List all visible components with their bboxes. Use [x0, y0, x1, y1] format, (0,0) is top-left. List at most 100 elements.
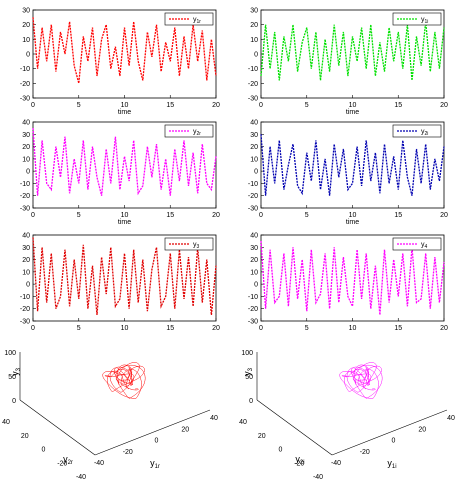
- floor-axis-left: [256, 399, 333, 456]
- x-floor-tick-label: 20: [181, 426, 189, 433]
- y-tick-label: 30: [22, 8, 30, 15]
- y-tick-label: -20: [248, 193, 258, 200]
- x-tick-label: 15: [166, 102, 174, 109]
- y-floor-tick-label: -40: [313, 474, 323, 481]
- y-floor-tick-label: 0: [42, 447, 46, 454]
- y-floor-tick-label: -40: [76, 474, 86, 481]
- y-tick-label: -20: [20, 193, 30, 200]
- x-axis-label: time: [118, 219, 131, 226]
- y-tick-label: -10: [20, 181, 30, 188]
- y-tick-label: -30: [20, 96, 30, 103]
- x-tick-label: 15: [166, 212, 174, 219]
- phase-left-axes: 100 50 0 40 20 0 -20 -40 -40 -20 0 20 40: [2, 350, 218, 481]
- legend: y4: [392, 237, 442, 251]
- y-floor-tick-label: -20: [294, 460, 304, 467]
- y-tick-label: 30: [250, 245, 258, 252]
- x-tick-label: 20: [440, 102, 448, 109]
- z-tick-label: 100: [241, 350, 253, 357]
- x-tick-label: 0: [31, 212, 35, 219]
- phase-left-ylabel: y2r: [63, 454, 73, 466]
- y-tick-label: 40: [250, 233, 258, 240]
- x-tick-label: 5: [305, 102, 309, 109]
- y-tick-label: 40: [22, 120, 30, 127]
- y-tick-label: 30: [250, 132, 258, 139]
- series-line-y3: [32, 237, 217, 315]
- y-tick-label: 0: [26, 282, 30, 289]
- x-tick-label: 15: [394, 325, 402, 332]
- series-line-y2i: [260, 134, 445, 196]
- x-tick-label: 20: [212, 212, 220, 219]
- y-tick-label: -10: [248, 181, 258, 188]
- x-tick-label: 0: [31, 102, 35, 109]
- z-tick-label: 50: [8, 374, 16, 381]
- y-tick-label: -20: [248, 306, 258, 313]
- y-tick-label: 10: [22, 37, 30, 44]
- y-tick-label: -20: [248, 81, 258, 88]
- x-floor-tick-label: 20: [418, 426, 426, 433]
- x-floor-tick-label: 40: [447, 415, 455, 422]
- y-tick-label: -10: [248, 66, 258, 73]
- floor-axis-right: [331, 409, 448, 456]
- x-tick-label: 10: [121, 325, 129, 332]
- z-tick-label: 100: [4, 350, 16, 357]
- attractor-curve: [339, 362, 383, 399]
- x-tick-label: 0: [259, 325, 263, 332]
- y-tick-label: 0: [26, 52, 30, 59]
- floor-axis-left: [19, 399, 96, 456]
- floor-axis-right: [94, 409, 211, 456]
- y-tick-label: -30: [248, 319, 258, 326]
- x-tick-label: 20: [212, 102, 220, 109]
- x-tick-label: 15: [394, 102, 402, 109]
- legend-label: y1i: [421, 17, 428, 26]
- series-line-y4: [260, 241, 445, 315]
- legend-label: y4: [421, 242, 428, 251]
- x-floor-tick-label: 0: [155, 438, 159, 445]
- x-tick-label: 15: [394, 212, 402, 219]
- x-tick-label: 20: [440, 212, 448, 219]
- legend-label: y2r: [193, 129, 201, 138]
- y-floor-tick-label: 40: [239, 419, 247, 426]
- y-tick-label: 20: [22, 257, 30, 264]
- y-tick-label: 20: [22, 22, 30, 29]
- x-tick-label: 10: [121, 212, 129, 219]
- x-floor-tick-label: -20: [123, 449, 133, 456]
- x-axis-label: time: [346, 109, 359, 116]
- legend: y1i: [392, 12, 442, 26]
- y-tick-label: 20: [250, 22, 258, 29]
- y-tick-label: -30: [20, 206, 30, 213]
- y-tick-label: -30: [248, 206, 258, 213]
- y-tick-label: 0: [254, 282, 258, 289]
- y-tick-label: 30: [22, 132, 30, 139]
- phase-plot-left: 100 50 0 40 20 0 -20 -40 -40 -20 0 20 40 y3 y2r y1r: [2, 350, 218, 481]
- y-tick-label: 0: [254, 169, 258, 176]
- x-tick-label: 5: [305, 212, 309, 219]
- legend-label: y3: [193, 242, 200, 251]
- x-tick-label: 0: [259, 212, 263, 219]
- phase-plot-right: 100 50 0 40 20 0 -20 -40 -40 -20 0 20 40 y3 y2i y1i: [239, 350, 455, 481]
- phase-left-xlabel: y1r: [150, 458, 160, 470]
- legend: y2r: [164, 124, 214, 138]
- x-tick-label: 5: [77, 102, 81, 109]
- y-tick-label: -20: [20, 81, 30, 88]
- y-tick-label: 30: [250, 8, 258, 15]
- x-floor-tick-label: -20: [360, 449, 370, 456]
- y-tick-label: -20: [20, 306, 30, 313]
- phase-left-zlabel: y3: [10, 367, 22, 376]
- x-tick-label: 20: [212, 325, 220, 332]
- x-tick-label: 10: [349, 102, 357, 109]
- x-tick-label: 5: [305, 325, 309, 332]
- x-axis-label: time: [118, 109, 131, 116]
- y-tick-label: -10: [20, 66, 30, 73]
- x-tick-label: 10: [349, 212, 357, 219]
- y-tick-label: 40: [22, 233, 30, 240]
- z-tick-label: 0: [249, 398, 253, 405]
- y-tick-label: 10: [250, 156, 258, 163]
- x-tick-label: 10: [349, 325, 357, 332]
- x-tick-label: 15: [166, 325, 174, 332]
- y-tick-label: 10: [22, 156, 30, 163]
- phase-right-axes: 100 50 0 40 20 0 -20 -40 -40 -20 0 20 40: [239, 350, 455, 481]
- x-tick-label: 0: [31, 325, 35, 332]
- phase-right-xlabel: y1i: [387, 458, 396, 470]
